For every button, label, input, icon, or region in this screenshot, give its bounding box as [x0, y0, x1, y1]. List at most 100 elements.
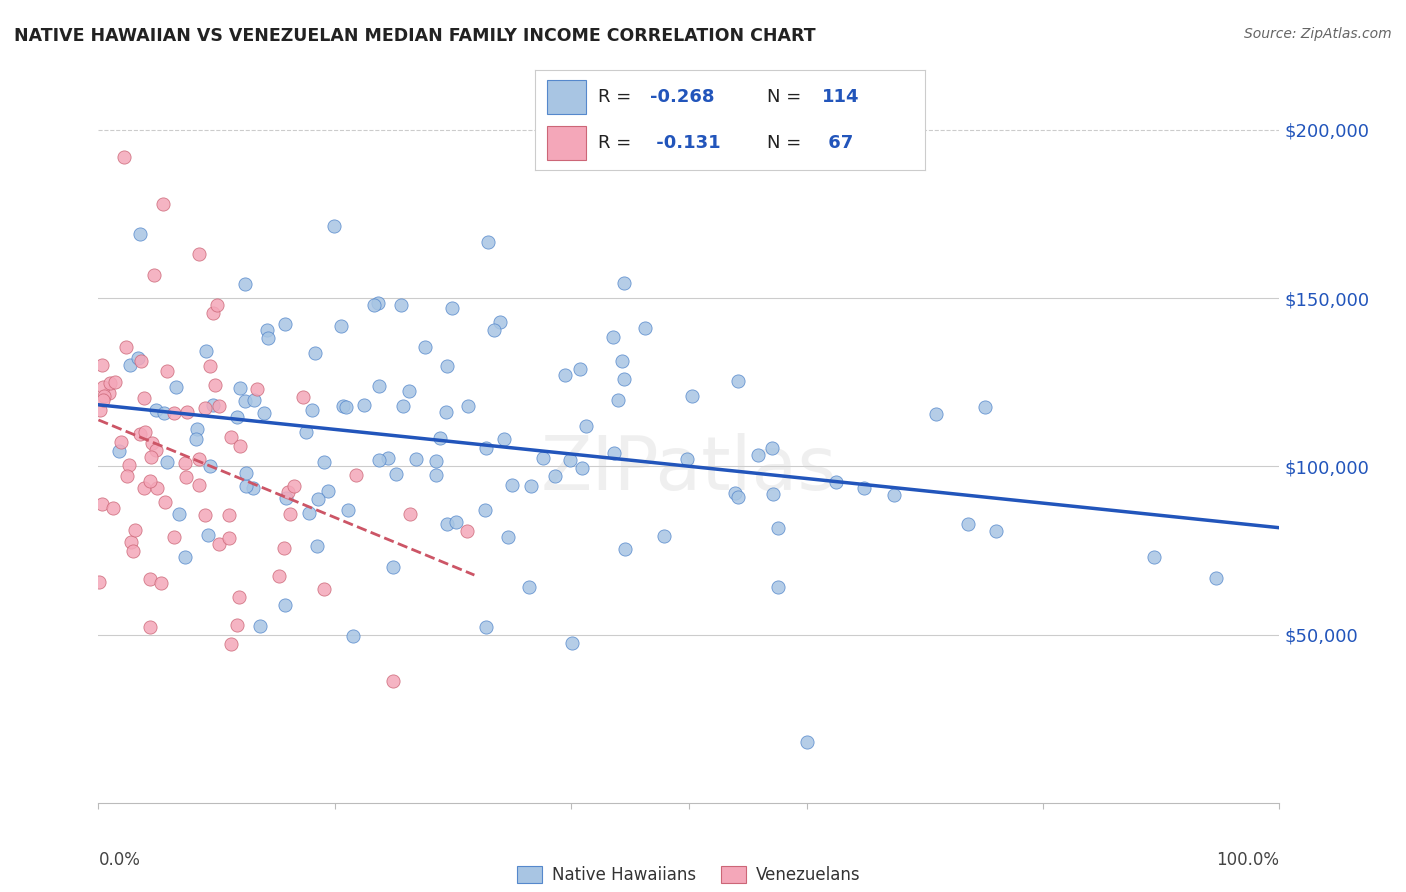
Point	[316, 484, 339, 499]
Point	[139, 572, 162, 586]
Point	[146, 481, 169, 495]
Point	[607, 393, 630, 408]
Legend: Native Hawaiians, Venezuelans: Native Hawaiians, Venezuelans	[510, 859, 868, 891]
Point	[198, 359, 221, 374]
Point	[219, 637, 242, 651]
Point	[501, 478, 523, 492]
Point	[269, 569, 291, 583]
Point	[150, 575, 173, 590]
Point	[368, 453, 391, 467]
Point	[91, 392, 114, 407]
Point	[330, 318, 353, 333]
Text: Source: ZipAtlas.com: Source: ZipAtlas.com	[1244, 27, 1392, 41]
Point	[441, 301, 464, 315]
Point	[218, 508, 240, 522]
Point	[554, 368, 576, 383]
Point	[602, 330, 624, 344]
Point	[120, 535, 142, 549]
Point	[367, 379, 389, 393]
Point	[98, 376, 121, 390]
Point	[235, 466, 257, 480]
Point	[569, 362, 592, 376]
Point	[305, 539, 328, 553]
Point	[91, 498, 114, 512]
Point	[382, 674, 405, 689]
Point	[218, 532, 240, 546]
Point	[344, 467, 367, 482]
Point	[208, 537, 231, 551]
Point	[413, 340, 436, 354]
Point	[613, 372, 636, 386]
Point	[852, 481, 875, 495]
Point	[233, 393, 256, 408]
Point	[156, 455, 179, 469]
Text: 100.0%: 100.0%	[1216, 851, 1279, 869]
Point	[139, 474, 162, 488]
Point	[796, 735, 818, 749]
Point	[249, 618, 271, 632]
Point	[474, 442, 496, 456]
Point	[163, 530, 186, 544]
Point	[188, 451, 211, 466]
Point	[204, 378, 226, 392]
Point	[257, 331, 280, 345]
Point	[986, 524, 1008, 538]
Point	[229, 381, 252, 395]
Point	[242, 481, 264, 495]
Point	[575, 418, 598, 433]
Point	[225, 410, 247, 425]
Point	[273, 541, 295, 555]
Point	[335, 401, 357, 415]
Point	[173, 456, 195, 470]
Point	[614, 541, 637, 556]
Point	[381, 560, 404, 574]
Point	[155, 495, 177, 509]
Point	[489, 315, 512, 329]
Point	[474, 620, 496, 634]
Point	[277, 485, 299, 500]
Point	[517, 580, 540, 594]
Point	[558, 452, 581, 467]
Point	[176, 405, 198, 419]
Point	[283, 479, 305, 493]
Point	[145, 402, 167, 417]
Point	[229, 439, 252, 453]
Point	[132, 391, 155, 405]
Point	[205, 298, 228, 312]
Point	[104, 375, 127, 389]
Text: 0.0%: 0.0%	[98, 851, 141, 869]
Point	[323, 219, 346, 234]
Point	[429, 431, 451, 445]
Point	[312, 455, 335, 469]
Point	[367, 296, 389, 310]
Point	[134, 425, 156, 440]
Point	[219, 430, 242, 444]
Text: NATIVE HAWAIIAN VS VENEZUELAN MEDIAN FAMILY INCOME CORRELATION CHART: NATIVE HAWAIIAN VS VENEZUELAN MEDIAN FAM…	[14, 27, 815, 45]
Point	[494, 432, 516, 446]
Point	[314, 582, 336, 596]
Point	[295, 425, 318, 440]
Point	[1143, 550, 1166, 565]
Point	[634, 321, 657, 335]
Point	[353, 398, 375, 412]
Point	[114, 339, 136, 353]
Point	[143, 268, 166, 282]
Point	[228, 590, 250, 604]
Point	[603, 445, 626, 459]
Point	[87, 575, 110, 590]
Point	[93, 389, 115, 403]
Point	[163, 406, 186, 420]
Point	[477, 235, 499, 249]
Point	[186, 422, 208, 436]
Point	[398, 384, 420, 398]
Point	[301, 403, 323, 417]
Point	[363, 298, 385, 312]
Point	[766, 580, 789, 594]
Point	[91, 380, 114, 394]
Point	[474, 503, 496, 517]
Point	[342, 628, 364, 642]
Point	[747, 449, 769, 463]
Point	[385, 467, 408, 481]
Point	[610, 354, 633, 368]
Point	[107, 443, 129, 458]
